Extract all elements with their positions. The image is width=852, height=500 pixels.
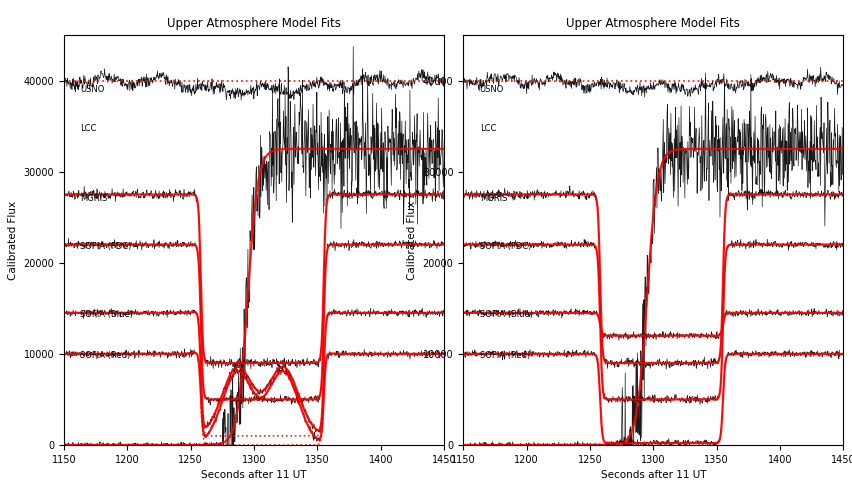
Text: LCC: LCC (480, 124, 496, 132)
Y-axis label: Calibrated Flux: Calibrated Flux (8, 200, 18, 280)
Title: Upper Atmosphere Model Fits: Upper Atmosphere Model Fits (567, 16, 740, 30)
X-axis label: Seconds after 11 UT: Seconds after 11 UT (201, 470, 307, 480)
Text: SOFIA (Red): SOFIA (Red) (80, 352, 130, 360)
X-axis label: Seconds after 11 UT: Seconds after 11 UT (601, 470, 706, 480)
Y-axis label: Calibrated Flux: Calibrated Flux (407, 200, 417, 280)
Text: USNO: USNO (480, 86, 504, 94)
Text: USNO: USNO (80, 86, 105, 94)
Text: LCC: LCC (80, 124, 97, 132)
Title: Upper Atmosphere Model Fits: Upper Atmosphere Model Fits (167, 16, 341, 30)
Text: SOFIA (FDC): SOFIA (FDC) (80, 242, 132, 251)
Text: SOFIA (Blue): SOFIA (Blue) (80, 310, 134, 320)
Text: MGRIS: MGRIS (80, 194, 107, 203)
Text: MGRIS: MGRIS (480, 194, 507, 203)
Text: SOFIA (Blue): SOFIA (Blue) (480, 310, 532, 320)
Text: SOFIA (FDC): SOFIA (FDC) (480, 242, 531, 251)
Text: SOFIA (Red): SOFIA (Red) (480, 352, 530, 360)
